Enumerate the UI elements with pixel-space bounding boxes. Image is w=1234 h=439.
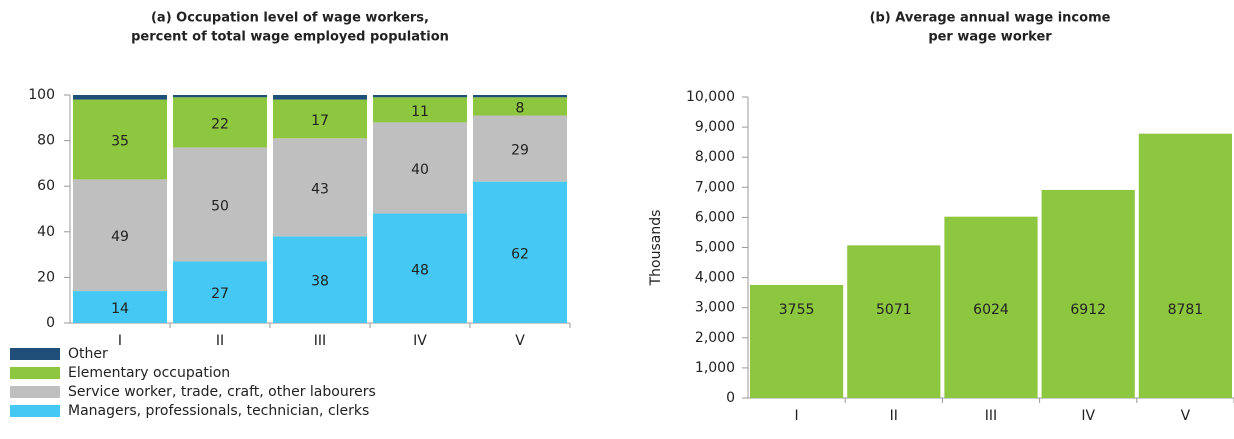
chart-title: (b) Average annual wage income bbox=[870, 11, 1111, 26]
y-tick-label: 8,000 bbox=[695, 149, 735, 165]
data-label: 40 bbox=[411, 162, 429, 178]
y-tick-label: 60 bbox=[37, 178, 55, 194]
bar-segment bbox=[473, 181, 567, 323]
x-tick-label: II bbox=[216, 333, 224, 349]
y-tick-label: 0 bbox=[46, 315, 55, 331]
x-tick-label: IV bbox=[413, 333, 427, 349]
bar-segment bbox=[473, 115, 567, 182]
y-tick-label: 80 bbox=[37, 133, 55, 149]
bar-segment bbox=[73, 99, 167, 180]
data-label: 11 bbox=[411, 104, 429, 120]
legend-swatch bbox=[10, 405, 60, 417]
bar-segment bbox=[273, 236, 367, 323]
legend-swatch bbox=[10, 348, 60, 360]
y-tick-label: 6,000 bbox=[695, 209, 735, 225]
data-label: 29 bbox=[511, 143, 529, 159]
y-tick-label: 1,000 bbox=[695, 360, 735, 376]
data-label: 6912 bbox=[1070, 302, 1106, 318]
data-label: 49 bbox=[111, 229, 129, 245]
data-label: 48 bbox=[411, 262, 429, 278]
data-label: 6024 bbox=[973, 302, 1009, 318]
data-label: 17 bbox=[311, 113, 329, 129]
legend-swatch bbox=[10, 367, 60, 379]
bar bbox=[1041, 189, 1135, 398]
bar-segment bbox=[473, 97, 567, 116]
bar-segment bbox=[273, 95, 367, 100]
bar-segment bbox=[373, 97, 467, 123]
data-label: 3755 bbox=[779, 302, 815, 318]
bar-segment bbox=[373, 122, 467, 214]
legend-label: Elementary occupation bbox=[68, 365, 230, 381]
data-label: 5071 bbox=[876, 302, 912, 318]
x-tick-label: IV bbox=[1081, 408, 1095, 424]
bar-segment bbox=[273, 138, 367, 237]
x-tick-label: V bbox=[1181, 408, 1191, 424]
bar bbox=[1138, 133, 1232, 398]
y-tick-label: 4,000 bbox=[695, 270, 735, 286]
bar-segment bbox=[273, 99, 367, 139]
x-tick-label: III bbox=[985, 408, 997, 424]
data-label: 38 bbox=[311, 274, 329, 290]
y-tick-label: 5,000 bbox=[695, 240, 735, 256]
data-label: 8781 bbox=[1168, 302, 1204, 318]
legend-label: Managers, professionals, technician, cle… bbox=[68, 403, 369, 419]
legend-swatch bbox=[10, 386, 60, 398]
data-label: 14 bbox=[111, 301, 129, 317]
x-tick-label: I bbox=[118, 333, 122, 349]
y-tick-label: 2,000 bbox=[695, 330, 735, 346]
y-tick-label: 3,000 bbox=[695, 300, 735, 316]
bar-segment bbox=[173, 261, 267, 323]
bar bbox=[847, 245, 941, 398]
x-tick-label: III bbox=[314, 333, 326, 349]
y-axis-label: Thousands bbox=[648, 210, 664, 287]
data-label: 50 bbox=[211, 198, 229, 214]
bar-segment bbox=[473, 95, 567, 98]
y-tick-label: 9,000 bbox=[695, 119, 735, 135]
bar-segment bbox=[173, 147, 267, 262]
x-tick-label: V bbox=[515, 333, 525, 349]
bar bbox=[944, 216, 1038, 398]
data-label: 62 bbox=[511, 246, 529, 262]
chart-title: (a) Occupation level of wage workers, bbox=[151, 11, 429, 26]
bar-segment bbox=[373, 95, 467, 98]
bar-segment bbox=[73, 291, 167, 323]
data-label: 22 bbox=[211, 116, 229, 132]
y-tick-label: 20 bbox=[37, 269, 55, 285]
data-label: 43 bbox=[311, 181, 329, 197]
bar-segment bbox=[373, 213, 467, 323]
data-label: 35 bbox=[111, 133, 129, 149]
y-tick-label: 0 bbox=[726, 390, 735, 406]
bar-segment bbox=[173, 97, 267, 148]
bar-segment bbox=[73, 95, 167, 100]
y-tick-label: 10,000 bbox=[686, 89, 735, 105]
chart-title: per wage worker bbox=[928, 30, 1052, 45]
legend-label: Other bbox=[68, 346, 108, 362]
data-label: 8 bbox=[516, 100, 525, 116]
legend-label: Service worker, trade, craft, other labo… bbox=[68, 384, 376, 400]
data-label: 27 bbox=[211, 286, 229, 302]
y-tick-label: 100 bbox=[28, 87, 55, 103]
bar-segment bbox=[173, 95, 267, 98]
y-tick-label: 7,000 bbox=[695, 179, 735, 195]
y-tick-label: 40 bbox=[37, 224, 55, 240]
chart-title: percent of total wage employed populatio… bbox=[131, 30, 449, 45]
x-tick-label: I bbox=[795, 408, 799, 424]
x-tick-label: II bbox=[890, 408, 898, 424]
bar bbox=[750, 284, 844, 398]
bar-segment bbox=[73, 179, 167, 292]
